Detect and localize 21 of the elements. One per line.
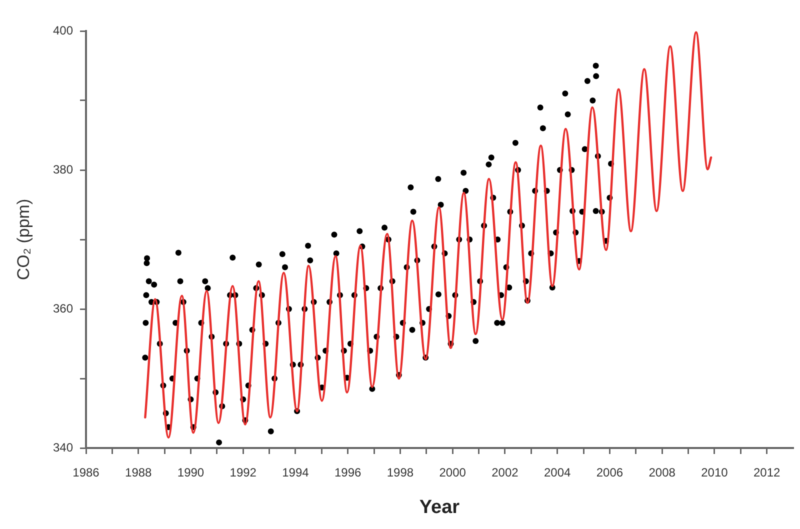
x-tick-label: 1992 bbox=[230, 466, 257, 480]
y-tick-label: 380 bbox=[52, 162, 74, 176]
x-tick-label: 1986 bbox=[72, 466, 100, 480]
x-tick-label: 1996 bbox=[334, 466, 362, 480]
y-tick-label: 400 bbox=[52, 23, 74, 38]
x-tick-label: 2008 bbox=[648, 466, 676, 480]
x-tick-label: 1988 bbox=[125, 466, 152, 480]
y-tick-label: 340 bbox=[52, 440, 74, 454]
x-tick-label: 2012 bbox=[753, 466, 780, 480]
x-tick-label: 2010 bbox=[701, 466, 728, 480]
x-tick-label: 2006 bbox=[596, 466, 624, 480]
x-tick-label: 2002 bbox=[492, 466, 519, 480]
line-series bbox=[144, 31, 712, 439]
y-tick-label: 360 bbox=[52, 301, 74, 316]
x-tick-label: 2000 bbox=[439, 466, 466, 480]
x-tick-label: 1990 bbox=[177, 466, 204, 480]
x-axis-title: Year bbox=[419, 496, 460, 518]
x-tick-label: 1994 bbox=[282, 466, 310, 480]
y-axis-title: CO₂ (ppm) bbox=[14, 198, 33, 280]
x-tick-label: 2004 bbox=[544, 466, 572, 480]
x-tick-label: 1998 bbox=[386, 466, 414, 480]
